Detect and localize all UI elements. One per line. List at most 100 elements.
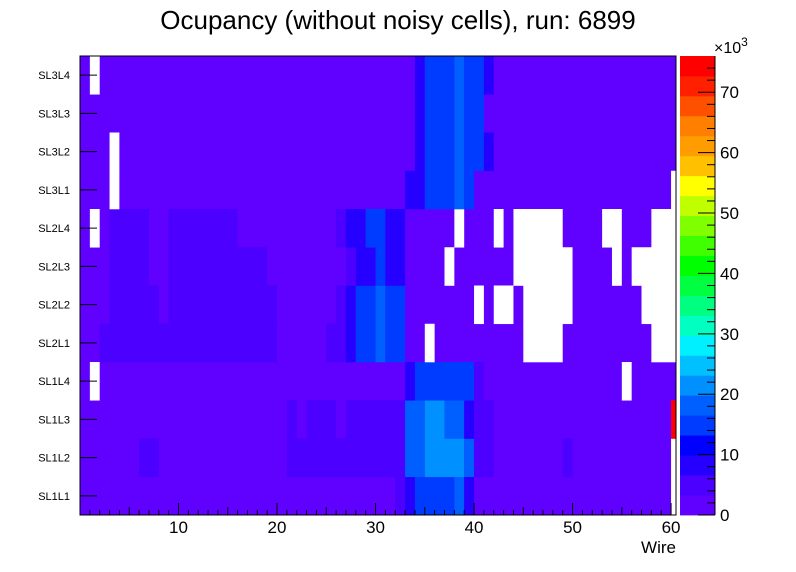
- heatmap-cell: [168, 285, 278, 325]
- y-tick-label: SL1L2: [38, 453, 70, 465]
- heatmap-cell: [345, 247, 356, 286]
- z-tick-label: 10: [720, 446, 739, 465]
- z-tick-label: 0: [720, 506, 729, 525]
- heatmap-cell: [385, 323, 406, 363]
- heatmap-cell: [474, 400, 494, 439]
- heatmap-empty-cell: [602, 209, 622, 248]
- y-tick-label: SL3L3: [38, 108, 70, 120]
- color-scale-swatch: [680, 175, 715, 197]
- heatmap-cell: [365, 209, 386, 248]
- color-scale-swatch: [680, 135, 715, 157]
- color-scale-swatch: [680, 395, 715, 416]
- heatmap-cell: [405, 476, 415, 516]
- heatmap-cell: [424, 94, 455, 133]
- heatmap-cell: [139, 438, 159, 478]
- x-tick-label: 40: [465, 518, 484, 537]
- color-scale-swatch: [680, 415, 715, 436]
- heatmap-cell: [474, 438, 494, 478]
- heatmap-cell: [345, 400, 406, 439]
- z-tick-label: 70: [720, 83, 739, 102]
- heatmap-cell: [464, 132, 484, 172]
- heatmap-empty-cell: [641, 285, 676, 325]
- y-tick-label: SL2L2: [38, 300, 70, 312]
- heatmap-cell: [385, 285, 406, 325]
- x-axis-label: Wire: [641, 538, 676, 557]
- color-scale-swatch: [680, 56, 715, 77]
- chart-title: Ocupancy (without noisy cells), run: 689…: [160, 5, 635, 35]
- y-tick-label: SL2L3: [38, 261, 70, 273]
- y-tick-label: SL3L2: [38, 147, 70, 159]
- heatmap-cell: [424, 400, 445, 439]
- y-axis: SL1L1 SL1L2 SL1L3 SL1L4 SL2L1 SL2L2 SL2L3 SL2L4…: [38, 70, 97, 503]
- color-scale-swatch: [680, 315, 715, 336]
- color-scale-swatch: [680, 355, 715, 376]
- color-scale-multiplier: ×103: [714, 35, 748, 57]
- heatmap-cell: [464, 170, 475, 210]
- heatmap-empty-cell: [513, 247, 573, 286]
- heatmap-empty-cell: [621, 362, 632, 401]
- heatmap-empty-cell: [651, 209, 676, 248]
- z-tick-label: 20: [720, 385, 739, 404]
- color-scale-swatch: [680, 115, 715, 137]
- heatmap-cell: [474, 362, 484, 401]
- heatmap-empty-cell: [513, 209, 563, 248]
- color-scale-multiplier-base: ×10: [714, 40, 741, 57]
- heatmap-cell: [375, 323, 386, 363]
- heatmap-empty-cell: [493, 285, 514, 325]
- heatmap-cell: [345, 285, 356, 325]
- heatmap-empty-cell: [671, 438, 676, 478]
- y-tick-label: SL3L4: [38, 70, 70, 82]
- heatmap-cell: [385, 209, 406, 248]
- color-scale-swatch: [680, 455, 715, 476]
- heatmap-cell: [355, 247, 376, 286]
- x-tick-label: 30: [366, 518, 385, 537]
- color-scale-axis: 0 10 20 30 40 50 60 70: [698, 67, 739, 525]
- x-tick-label: 20: [268, 518, 287, 537]
- heatmap-cell: [464, 476, 475, 516]
- color-scale-swatch: [680, 75, 715, 97]
- heatmap-cell: [109, 247, 149, 286]
- heatmap-cell: [414, 362, 475, 401]
- heatmap-cell: [405, 438, 425, 478]
- heatmap-cell: [355, 285, 376, 325]
- x-tick-label: 50: [563, 518, 582, 537]
- heatmap-cell: [385, 247, 406, 286]
- heatmap-cells: [80, 56, 676, 516]
- x-axis: 10 20 30 40 50 60: [89, 503, 681, 537]
- heatmap-cell: [99, 323, 278, 363]
- heatmap-cell: [424, 438, 465, 478]
- heatmap-cell: [454, 132, 465, 172]
- color-scale-swatch: [680, 195, 715, 217]
- heatmap-cell: [405, 170, 425, 210]
- heatmap-cell: [414, 476, 455, 516]
- heatmap-empty-cell: [631, 247, 676, 286]
- heatmap-cell: [424, 132, 455, 172]
- y-tick-label: SL1L4: [38, 376, 70, 388]
- heatmap-cell: [414, 94, 425, 133]
- heatmap-cell: [464, 400, 475, 439]
- z-tick-label: 50: [720, 204, 739, 223]
- x-tick-label: 60: [662, 518, 681, 537]
- heatmap-cell: [671, 400, 676, 439]
- color-scale-swatch: [680, 275, 715, 296]
- heatmap-empty-cell: [523, 285, 573, 325]
- heatmap-cell: [375, 285, 386, 325]
- heatmap-cell: [454, 476, 465, 516]
- heatmap-cell: [562, 438, 573, 478]
- heatmap-cell: [424, 56, 455, 95]
- heatmap-empty-cell: [424, 323, 435, 363]
- heatmap-empty-cell: [671, 170, 676, 210]
- heatmap-empty-cell: [109, 170, 120, 210]
- plot-frame: [79, 55, 677, 516]
- heatmap-empty-cell: [493, 209, 504, 248]
- heatmap-cell: [454, 56, 465, 95]
- heatmap-empty-cell: [454, 209, 465, 248]
- heatmap-cell: [414, 132, 425, 172]
- heatmap-cell: [464, 56, 484, 95]
- heatmap-cell: [395, 476, 406, 516]
- color-scale-swatch: [680, 95, 715, 117]
- heatmap-cell: [424, 170, 455, 210]
- color-scale-swatch: [680, 295, 715, 316]
- color-scale-swatch: [680, 255, 715, 276]
- z-tick-label: 40: [720, 264, 739, 283]
